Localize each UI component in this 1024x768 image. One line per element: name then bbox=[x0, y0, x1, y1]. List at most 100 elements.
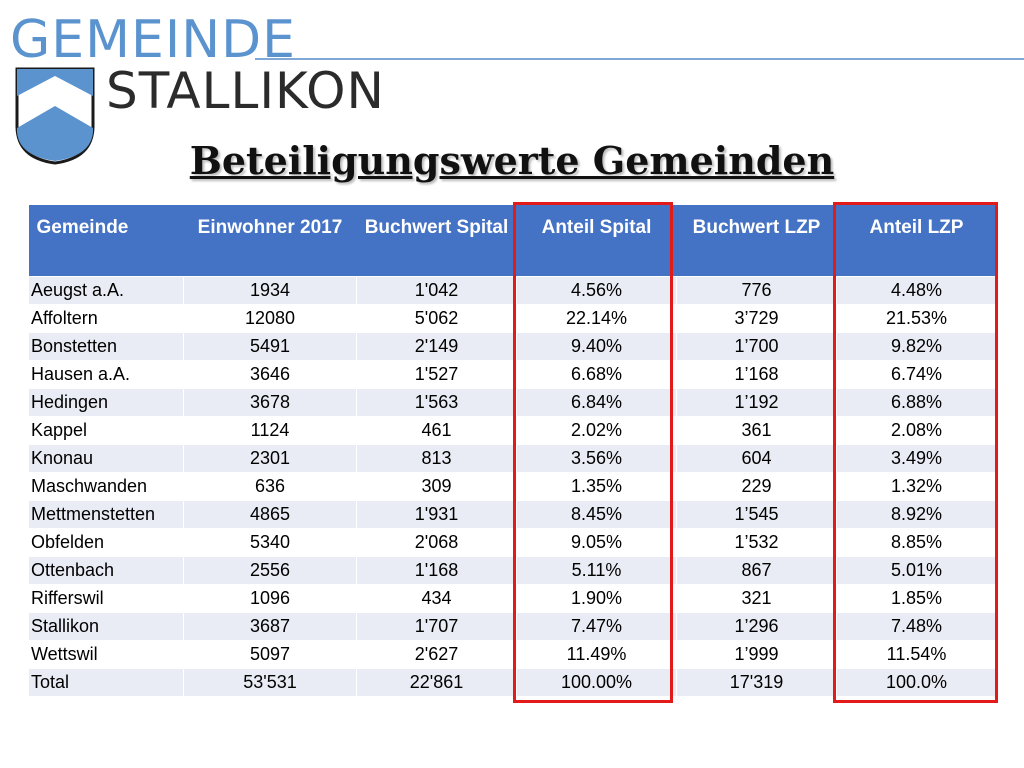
header-buchwert-lzp: Buchwert LZP bbox=[676, 205, 837, 277]
table-cell: 4.48% bbox=[836, 276, 997, 305]
table-cell: Wettswil bbox=[28, 640, 184, 669]
table-row: Wettswil 5097 2'627 11.49% 1’999 11.54% bbox=[28, 640, 997, 669]
participation-table: Gemeinde Einwohner 2017 Buchwert Spital … bbox=[28, 205, 997, 697]
table-cell: 6.68% bbox=[516, 360, 677, 389]
table-cell: 5.01% bbox=[836, 556, 997, 585]
table-cell: 4865 bbox=[183, 500, 357, 529]
table-row: Maschwanden 636 309 1.35% 229 1.32% bbox=[28, 472, 997, 501]
table-row: Affoltern 12080 5'062 22.14% 3’729 21.53% bbox=[28, 304, 997, 333]
logo-text-stallikon: STALLIKON bbox=[106, 62, 385, 120]
table-cell: 1'563 bbox=[356, 388, 517, 417]
table-cell: 6.74% bbox=[836, 360, 997, 389]
table-cell: 1’296 bbox=[676, 612, 837, 641]
table-row: Hausen a.A. 3646 1'527 6.68% 1’168 6.74% bbox=[28, 360, 997, 389]
table-cell: 1'707 bbox=[356, 612, 517, 641]
table-cell: Bonstetten bbox=[28, 332, 184, 361]
table-cell: 867 bbox=[676, 556, 837, 585]
table-cell: Total bbox=[28, 668, 184, 697]
table-cell: 229 bbox=[676, 472, 837, 501]
table-cell: 1'527 bbox=[356, 360, 517, 389]
table-cell: 2'149 bbox=[356, 332, 517, 361]
table-cell: 1’532 bbox=[676, 528, 837, 557]
table-cell: 1'931 bbox=[356, 500, 517, 529]
table-row: Bonstetten 5491 2'149 9.40% 1’700 9.82% bbox=[28, 332, 997, 361]
table-cell: 3’729 bbox=[676, 304, 837, 333]
table-cell: 5'062 bbox=[356, 304, 517, 333]
table-row: Obfelden 5340 2'068 9.05% 1’532 8.85% bbox=[28, 528, 997, 557]
table-cell: 309 bbox=[356, 472, 517, 501]
table-row: Hedingen 3678 1'563 6.84% 1’192 6.88% bbox=[28, 388, 997, 417]
table-cell: 1’999 bbox=[676, 640, 837, 669]
table-cell: Affoltern bbox=[28, 304, 184, 333]
table-cell: 434 bbox=[356, 584, 517, 613]
table-cell: 1934 bbox=[183, 276, 357, 305]
table-cell: 5340 bbox=[183, 528, 357, 557]
table-cell: 1.35% bbox=[516, 472, 677, 501]
table-cell: 53'531 bbox=[183, 668, 357, 697]
table-cell: 1’192 bbox=[676, 388, 837, 417]
table-cell: 461 bbox=[356, 416, 517, 445]
table-row: Ottenbach 2556 1'168 5.11% 867 5.01% bbox=[28, 556, 997, 585]
table-cell: 1'168 bbox=[356, 556, 517, 585]
table-cell: 813 bbox=[356, 444, 517, 473]
header-anteil-spital: Anteil Spital bbox=[516, 205, 677, 277]
table-cell: Kappel bbox=[28, 416, 184, 445]
header-buchwert-spital: Buchwert Spital bbox=[356, 205, 517, 277]
table-cell: 1’700 bbox=[676, 332, 837, 361]
table-row: Mettmenstetten 4865 1'931 8.45% 1’545 8.92% bbox=[28, 500, 997, 529]
coat-of-arms-icon bbox=[15, 67, 95, 165]
table-cell: 11.49% bbox=[516, 640, 677, 669]
table-cell: 1'042 bbox=[356, 276, 517, 305]
table-cell: 21.53% bbox=[836, 304, 997, 333]
table-cell: 9.82% bbox=[836, 332, 997, 361]
table-cell: 776 bbox=[676, 276, 837, 305]
table-row: Knonau 2301 813 3.56% 604 3.49% bbox=[28, 444, 997, 473]
table-row: Aeugst a.A. 1934 1'042 4.56% 776 4.48% bbox=[28, 276, 997, 305]
table-cell: 8.45% bbox=[516, 500, 677, 529]
table-cell: 2301 bbox=[183, 444, 357, 473]
table-cell: 1124 bbox=[183, 416, 357, 445]
table-cell: Hausen a.A. bbox=[28, 360, 184, 389]
table-cell: 7.48% bbox=[836, 612, 997, 641]
logo-divider bbox=[255, 58, 1024, 60]
table-cell: 2.02% bbox=[516, 416, 677, 445]
table-cell: 2'627 bbox=[356, 640, 517, 669]
table-cell: 3687 bbox=[183, 612, 357, 641]
table-cell: 11.54% bbox=[836, 640, 997, 669]
table-cell: 8.85% bbox=[836, 528, 997, 557]
table-cell: 1.85% bbox=[836, 584, 997, 613]
table-cell: Ottenbach bbox=[28, 556, 184, 585]
table-cell: 361 bbox=[676, 416, 837, 445]
table-cell: 636 bbox=[183, 472, 357, 501]
table-cell: 3646 bbox=[183, 360, 357, 389]
table-row: Rifferswil 1096 434 1.90% 321 1.85% bbox=[28, 584, 997, 613]
header-gemeinde: Gemeinde bbox=[28, 205, 184, 277]
header-einwohner: Einwohner 2017 bbox=[183, 205, 357, 277]
logo-text-gemeinde: GEMEINDE bbox=[10, 10, 297, 70]
table-cell: Knonau bbox=[28, 444, 184, 473]
table-cell: 3.56% bbox=[516, 444, 677, 473]
table-cell: 5491 bbox=[183, 332, 357, 361]
table-header-row: Gemeinde Einwohner 2017 Buchwert Spital … bbox=[28, 205, 997, 277]
table-cell: 3678 bbox=[183, 388, 357, 417]
table-cell: 5.11% bbox=[516, 556, 677, 585]
table-cell: Rifferswil bbox=[28, 584, 184, 613]
table-cell: 2'068 bbox=[356, 528, 517, 557]
table-cell: 5097 bbox=[183, 640, 357, 669]
table-row: Kappel 1124 461 2.02% 361 2.08% bbox=[28, 416, 997, 445]
header-anteil-lzp: Anteil LZP bbox=[836, 205, 997, 277]
table-cell: Hedingen bbox=[28, 388, 184, 417]
table-cell: 17'319 bbox=[676, 668, 837, 697]
table-cell: 2.08% bbox=[836, 416, 997, 445]
table-cell: Obfelden bbox=[28, 528, 184, 557]
table-cell: 321 bbox=[676, 584, 837, 613]
table-cell: 22.14% bbox=[516, 304, 677, 333]
table-cell: 9.40% bbox=[516, 332, 677, 361]
table-total-row: Total 53'531 22'861 100.00% 17'319 100.0% bbox=[28, 668, 997, 697]
table-cell: 9.05% bbox=[516, 528, 677, 557]
participation-table-container: Gemeinde Einwohner 2017 Buchwert Spital … bbox=[28, 202, 998, 703]
page-title: Beteiligungswerte Gemeinden bbox=[189, 138, 835, 183]
table-cell: Aeugst a.A. bbox=[28, 276, 184, 305]
table-cell: 2556 bbox=[183, 556, 357, 585]
table-cell: 6.88% bbox=[836, 388, 997, 417]
